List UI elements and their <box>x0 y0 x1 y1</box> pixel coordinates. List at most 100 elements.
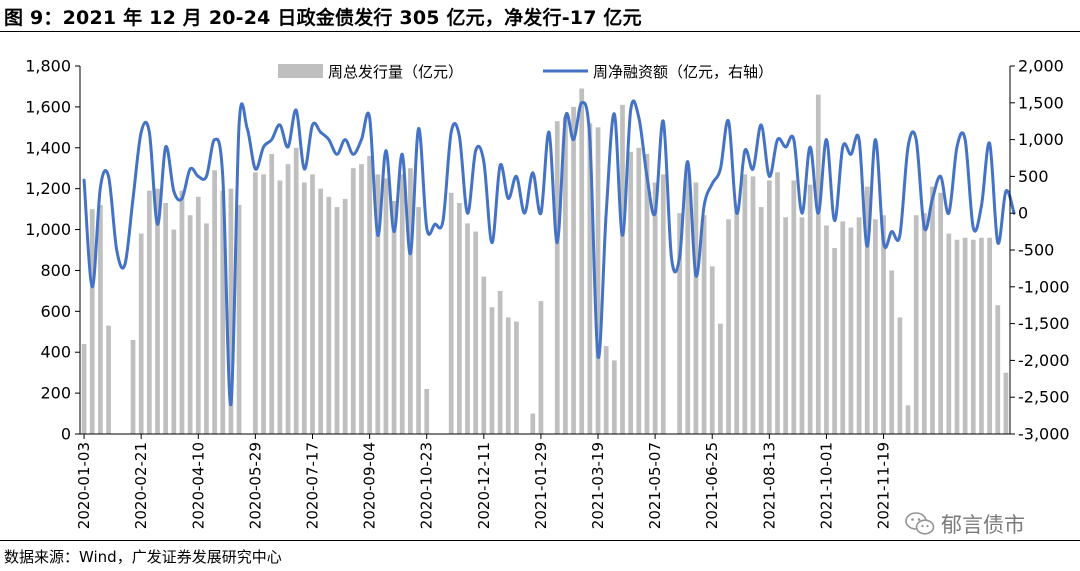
bar <box>179 190 185 434</box>
x-tick-label: 2021-01-29 <box>532 442 550 529</box>
bar <box>856 217 862 434</box>
x-tick-label: 2021-03-19 <box>589 442 607 529</box>
bar <box>146 190 152 434</box>
x-tick-label: 2021-10-01 <box>817 442 835 529</box>
y-left-tick-label: 1,400 <box>25 138 71 157</box>
bar <box>399 174 405 435</box>
bar <box>171 229 177 434</box>
x-tick-label: 2020-09-04 <box>361 442 379 529</box>
bar <box>563 117 568 435</box>
bar <box>921 213 927 434</box>
y-right-tick-label: -500 <box>1018 241 1054 260</box>
x-tick-label: 2021-08-13 <box>760 442 778 529</box>
bar <box>987 237 992 434</box>
bar <box>310 174 315 435</box>
bar <box>155 188 160 434</box>
bar <box>587 123 593 435</box>
bar <box>709 266 715 434</box>
bar <box>391 200 397 434</box>
y-right-tick-label: 500 <box>1018 167 1049 186</box>
bar <box>228 188 234 434</box>
y-left-tick-label: 600 <box>40 302 71 321</box>
y-right-tick-label: 1,000 <box>1018 130 1064 149</box>
bar <box>799 217 805 434</box>
y-right-tick-label: -2,500 <box>1018 388 1070 407</box>
bar <box>873 219 878 434</box>
bar <box>913 215 919 434</box>
bar <box>204 223 209 434</box>
watermark-text: 郁言债市 <box>941 513 1025 537</box>
bar <box>750 176 756 434</box>
bar <box>742 174 748 435</box>
y-right-tick-label: -1,000 <box>1018 277 1070 296</box>
bar <box>301 182 307 434</box>
bar <box>416 207 421 434</box>
x-tick-label: 2021-11-19 <box>875 442 893 529</box>
bar <box>807 184 813 434</box>
bar <box>285 164 291 434</box>
bar <box>766 180 772 434</box>
net-financing-line <box>82 99 1016 407</box>
bar <box>962 237 968 434</box>
y-right-tick-label: 2,000 <box>1018 57 1064 76</box>
bar <box>636 147 642 434</box>
bar <box>497 290 503 434</box>
bar <box>261 174 266 435</box>
bar <box>81 344 87 434</box>
bar <box>408 168 413 434</box>
bar <box>660 174 666 435</box>
bar <box>611 360 617 434</box>
bar <box>334 207 340 434</box>
bar <box>212 170 217 434</box>
bar <box>350 168 356 434</box>
bar <box>269 153 275 434</box>
bar <box>954 239 960 434</box>
y-left-tick-label: 400 <box>40 343 71 362</box>
bar <box>897 317 903 434</box>
bar <box>473 231 479 434</box>
y-left-tick-label: 1,600 <box>25 97 71 116</box>
bar <box>367 155 372 434</box>
bar <box>277 180 283 434</box>
bar <box>734 209 740 434</box>
bar <box>293 147 299 434</box>
bar <box>595 127 601 434</box>
issuance-chart: 0 200 400 600 800 1,000 1,200 1,400 1,600 1,800 -3… <box>25 57 1070 530</box>
x-tick-label: 2020-10-23 <box>418 442 436 529</box>
y-right-tick-label: 0 <box>1018 204 1028 223</box>
bar <box>187 215 193 434</box>
source-divider <box>0 540 1080 541</box>
y-right-tick-label: 1,500 <box>1018 93 1064 112</box>
x-tick-label: 2020-05-29 <box>246 442 264 529</box>
bar <box>775 172 780 434</box>
bar <box>938 192 944 434</box>
source-note: 数据来源：Wind，广发证券发展研究中心 <box>4 548 282 566</box>
bar <box>758 207 764 434</box>
x-tick-label: 2021-06-25 <box>703 442 721 529</box>
bar <box>130 339 136 434</box>
bar <box>1003 372 1009 434</box>
bar <box>930 186 935 434</box>
bar <box>554 121 560 434</box>
bar <box>832 247 837 434</box>
bar <box>424 389 430 434</box>
bar <box>318 188 324 434</box>
y-left-tick-label: 800 <box>40 261 71 280</box>
bar <box>848 227 854 434</box>
legend-bar-label: 周总发行量（亿元） <box>328 63 463 81</box>
y-left-tick-label: 1,800 <box>25 57 71 76</box>
bar <box>359 164 364 434</box>
bar <box>163 202 169 434</box>
y-right-tick-label: -2,000 <box>1018 351 1070 370</box>
bar <box>677 213 682 434</box>
bar <box>481 276 487 434</box>
y-right-tick-label: -1,500 <box>1018 314 1070 333</box>
wechat-icon <box>905 512 935 535</box>
bar <box>881 215 886 434</box>
bar <box>946 233 952 434</box>
bar <box>726 219 731 434</box>
bar <box>905 405 911 434</box>
title-divider <box>0 31 1080 32</box>
bar <box>514 321 519 434</box>
bar <box>979 237 984 434</box>
